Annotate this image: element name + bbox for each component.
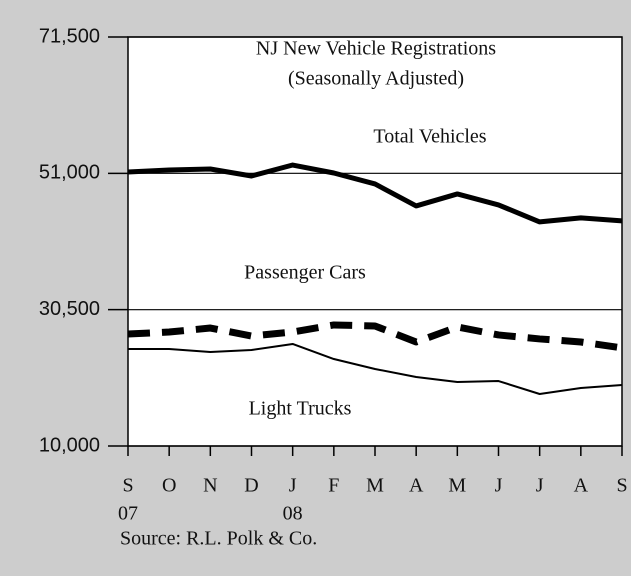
- y-tick-label: 30,500: [39, 298, 100, 320]
- x-tick-label: F: [328, 475, 339, 497]
- series-label: Light Trucks: [249, 398, 352, 420]
- x-tick-label: S: [122, 475, 133, 497]
- series-label: Total Vehicles: [373, 126, 486, 148]
- series-line: [127, 162, 623, 225]
- x-tick-label: A: [409, 475, 424, 497]
- x-tick-label: M: [448, 475, 466, 497]
- y-tick-label: 71,500: [39, 25, 100, 47]
- x-tick-label: N: [203, 475, 217, 497]
- year-label: 08: [283, 503, 303, 525]
- x-tick-label: J: [536, 475, 544, 497]
- x-tick-label: O: [162, 475, 176, 497]
- series-label: Passenger Cars: [244, 262, 366, 284]
- source: Source: R.L. Polk & Co.: [120, 528, 317, 550]
- series-line: [128, 342, 623, 395]
- year-label: 07: [118, 503, 138, 525]
- y-tick-label: 51,000: [39, 162, 100, 184]
- series-line: [127, 321, 623, 352]
- x-tick-label: J: [495, 475, 503, 497]
- chart-subtitle: (Seasonally Adjusted): [288, 68, 464, 90]
- x-tick-label: A: [574, 475, 589, 497]
- x-tick-label: M: [366, 475, 384, 497]
- y-tick-label: 10,000: [39, 434, 100, 456]
- x-tick-label: J: [289, 475, 297, 497]
- x-tick-label: D: [244, 475, 258, 497]
- chart-title: NJ New Vehicle Registrations: [256, 38, 496, 60]
- plot-area: [128, 37, 622, 446]
- x-tick-label: S: [616, 475, 627, 497]
